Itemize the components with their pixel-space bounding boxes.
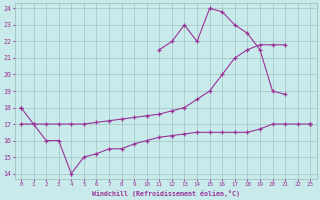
- X-axis label: Windchill (Refroidissement éolien,°C): Windchill (Refroidissement éolien,°C): [92, 190, 240, 197]
